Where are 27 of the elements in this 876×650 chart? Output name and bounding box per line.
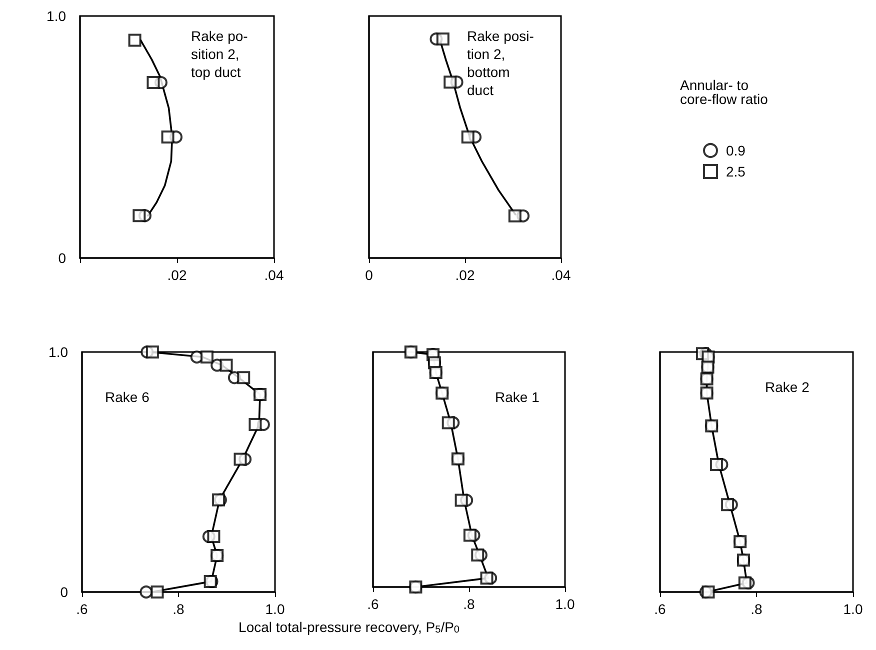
x-tick-label: 1.0 [555,596,575,612]
x-tick-label: .8 [463,596,476,612]
legend-label: 2.5 [726,164,746,180]
text: Rake 1 [495,389,540,405]
x-tick-label: .04 [551,267,571,283]
x-tick-label: .8 [172,601,185,617]
text: Rake po- sition 2, top duct [191,28,248,80]
y-tick-label: 1.0 [48,344,68,360]
y-tick-label: 0 [60,584,68,600]
legend-label: 0.9 [726,142,746,158]
text: Rake 6 [105,389,150,405]
x-tick-label: 1.0 [265,601,285,617]
x-tick-label: .6 [76,601,88,617]
legend-title: Annular- to core-flow ratio [680,77,768,107]
x-tick-label: .6 [367,596,380,612]
x-tick-label: 1.0 [843,601,863,617]
x-tick-label: .02 [455,267,475,283]
y-tick-label: 0 [58,250,66,266]
x-tick-label: .02 [167,267,187,283]
text: Rake posi- tion 2, bottom duct [467,28,534,98]
x-tick-label: .6 [654,601,666,617]
x-axis-title: Local total-pressure recovery, P5/P0 [238,619,460,636]
x-tick-label: .8 [750,601,763,617]
x-tick-label: 0 [365,267,374,283]
x-tick-label: .04 [264,267,284,283]
text: Rake 2 [765,379,810,395]
y-tick-label: 1.0 [46,8,66,24]
